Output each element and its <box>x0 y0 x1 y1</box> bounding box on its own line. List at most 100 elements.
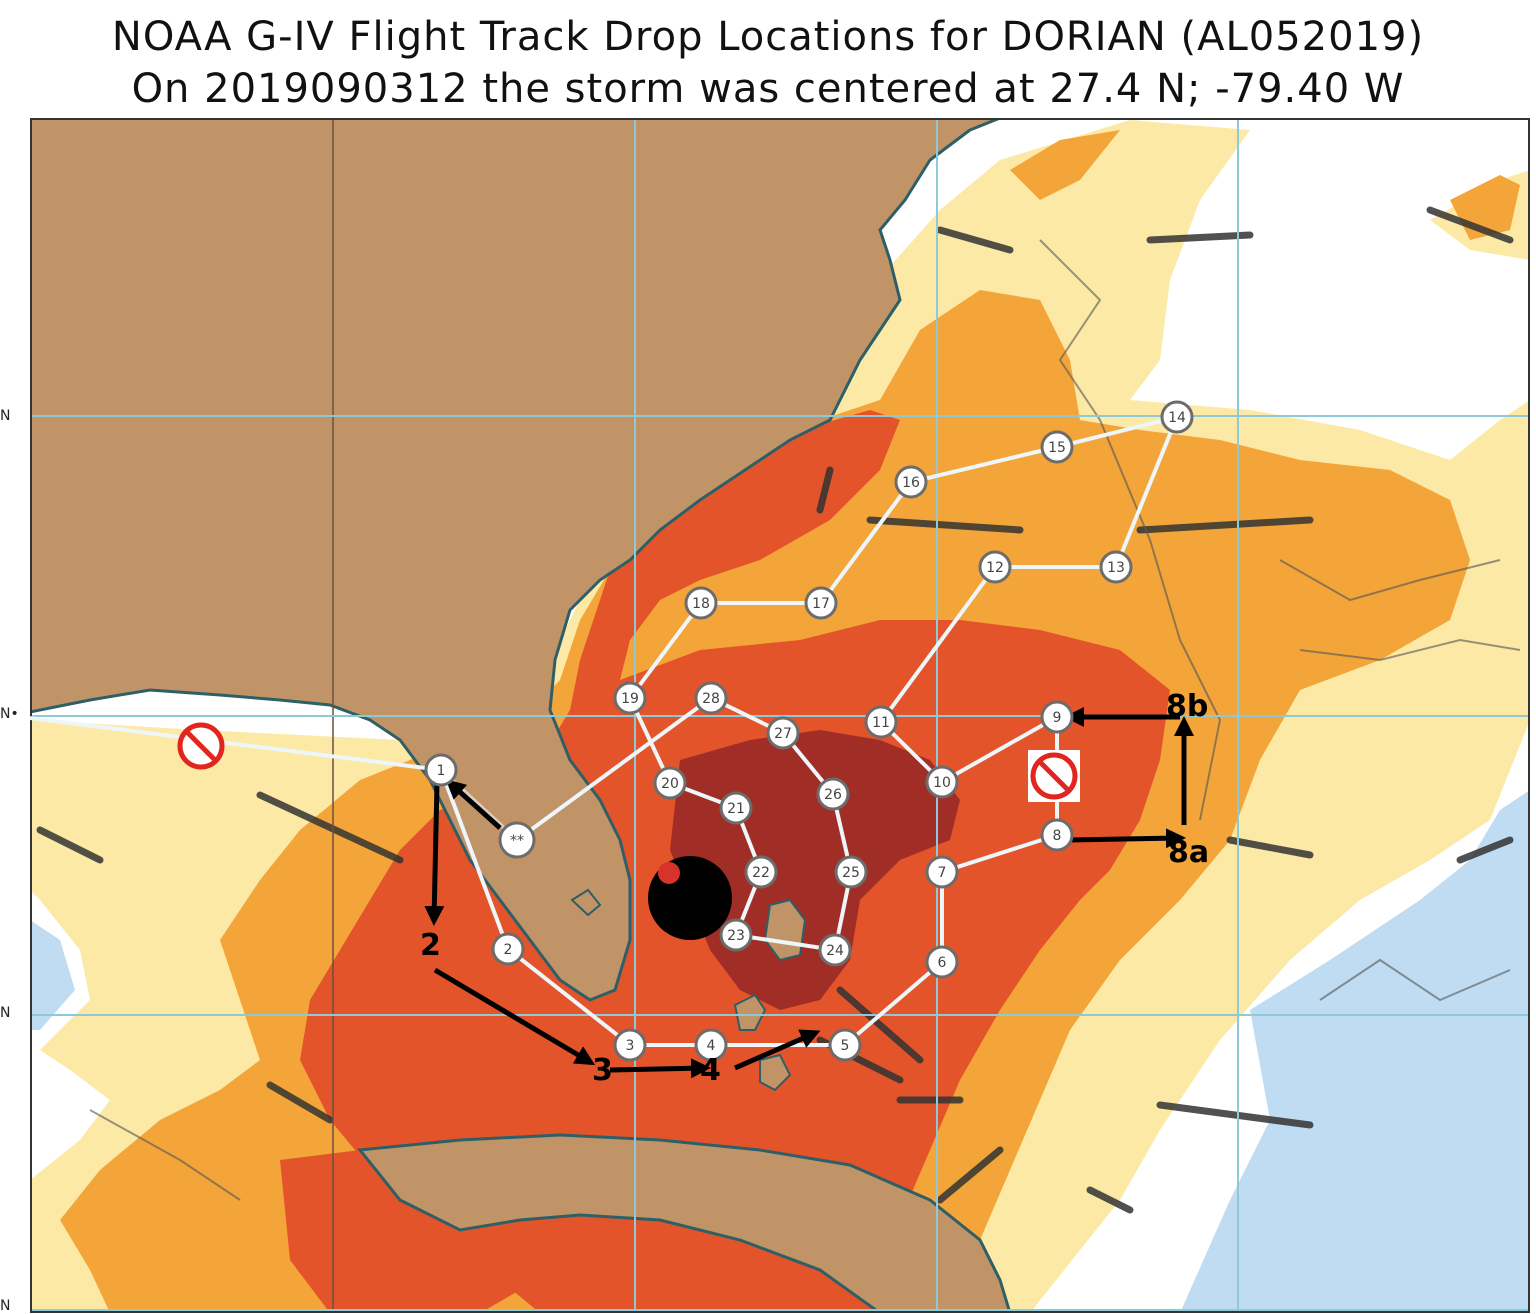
drop-marker: 4 <box>694 1028 728 1062</box>
drop-marker-circle <box>864 705 898 739</box>
drop-marker-label: 19 <box>621 691 639 707</box>
drop-marker-circle <box>424 753 458 787</box>
drop-marker: 8 <box>1040 818 1074 852</box>
lat-tick-label: N <box>0 1005 11 1021</box>
drop-marker-label: 4 <box>707 1038 716 1054</box>
drop-marker-label: 5 <box>841 1038 850 1054</box>
drop-marker-circle <box>1160 400 1194 434</box>
drop-marker-label: 8 <box>1053 828 1062 844</box>
wind-barbs <box>36 206 1514 1214</box>
drop-marker-label: 10 <box>933 775 951 791</box>
drop-marker-circle <box>744 855 778 889</box>
drop-marker: 2 <box>491 932 525 966</box>
drop-marker-circle <box>613 1028 647 1062</box>
drop-marker-label: 27 <box>774 726 792 742</box>
drop-marker: 23 <box>719 918 753 952</box>
drop-marker-label: 25 <box>842 865 860 881</box>
annotation-arrows <box>424 707 1194 1079</box>
drop-marker: ** <box>498 821 536 859</box>
drop-marker-circle <box>694 681 728 715</box>
drop-marker-circle <box>491 932 525 966</box>
drop-marker: 6 <box>925 945 959 979</box>
drop-marker: 5 <box>828 1028 862 1062</box>
map-title: NOAA G-IV Flight Track Drop Locations fo… <box>111 14 1425 60</box>
drop-marker-circle <box>1040 818 1074 852</box>
drop-marker-label: 2 <box>504 942 513 958</box>
shallow-water-gulf <box>30 920 75 1030</box>
lat-tick-label: N <box>0 408 11 424</box>
drop-marker-circle <box>766 716 800 750</box>
drop-marker-label: 20 <box>661 776 679 792</box>
lat-tick-label: N <box>0 1298 11 1314</box>
lat-tick-label: N• <box>0 706 19 722</box>
drop-marker-label: 24 <box>826 943 844 959</box>
annotation-labels: 2 3 4 8a 8b <box>420 689 1209 1088</box>
drop-marker: 14 <box>1160 400 1194 434</box>
drop-marker-circle <box>719 918 753 952</box>
drop-marker: 18 <box>684 586 718 620</box>
drop-marker-label: 15 <box>1048 440 1066 456</box>
drop-marker-label: 14 <box>1168 410 1186 426</box>
drop-marker-label: 22 <box>752 865 770 881</box>
drop-marker-circle <box>978 550 1012 584</box>
lat-lon-grid <box>30 118 1530 1313</box>
drop-marker: 16 <box>894 465 928 499</box>
drop-marker-circle <box>834 855 868 889</box>
land-bahamas-island <box>759 1053 792 1092</box>
annotation-label: 4 <box>700 1053 721 1088</box>
drop-marker-circle <box>894 465 928 499</box>
drop-marker-label: 12 <box>986 560 1004 576</box>
wind-shade-orange-ne <box>1010 130 1120 200</box>
annotation-label: 3 <box>592 1053 613 1088</box>
drop-marker-label: 16 <box>902 475 920 491</box>
drop-marker-label: 13 <box>1107 560 1125 576</box>
drop-marker: 1 <box>424 753 458 787</box>
drop-marker: 15 <box>1040 430 1074 464</box>
drop-marker: 11 <box>864 705 898 739</box>
drop-marker: 24 <box>818 933 852 967</box>
drop-marker-circle <box>925 945 959 979</box>
map-subtitle: On 2019090312 the storm was centered at … <box>131 66 1405 112</box>
drop-marker: 12 <box>978 550 1012 584</box>
land-florida-keys-island <box>570 888 602 917</box>
drop-marker: 7 <box>925 855 959 889</box>
shallow-water-east <box>1180 790 1530 1313</box>
prohibited-circle-icon <box>1028 750 1080 802</box>
drop-marker-circle <box>818 933 852 967</box>
drop-marker: 10 <box>925 765 959 799</box>
drop-marker: 19 <box>613 681 647 715</box>
drop-marker-circle <box>684 586 718 620</box>
drop-marker-label: 3 <box>626 1038 635 1054</box>
prohibited-circle-icon <box>177 722 225 770</box>
drop-marker-label: 1 <box>437 763 446 779</box>
drop-marker-circle <box>719 791 753 825</box>
drop-marker-circle <box>828 1028 862 1062</box>
drop-marker: 28 <box>694 681 728 715</box>
drop-marker: 21 <box>719 791 753 825</box>
drop-marker-label: 23 <box>727 928 745 944</box>
drop-marker-label: 26 <box>824 787 842 803</box>
drop-marker-circle <box>653 766 687 800</box>
land-north-america <box>30 118 1001 1002</box>
drop-marker-circle <box>804 586 838 620</box>
drop-marker-label: 18 <box>692 596 710 612</box>
drop-marker-label: ** <box>510 833 524 849</box>
drop-marker-circle <box>1040 430 1074 464</box>
drop-marker-circle <box>925 855 959 889</box>
drop-marker: 13 <box>1099 550 1133 584</box>
drop-marker-label: 6 <box>938 955 947 971</box>
drop-marker-label: 17 <box>812 596 830 612</box>
drop-marker: 9 <box>1040 700 1074 734</box>
drop-marker-circle <box>694 1028 728 1062</box>
contour-lines <box>89 239 1521 1201</box>
storm-center-dot <box>658 862 680 884</box>
drop-marker-circle <box>816 777 850 811</box>
drop-marker: 26 <box>816 777 850 811</box>
drop-marker-label: 28 <box>702 691 720 707</box>
drop-marker-circle <box>1099 550 1133 584</box>
drop-marker: 22 <box>744 855 778 889</box>
drop-marker: 20 <box>653 766 687 800</box>
drop-marker-circle <box>925 765 959 799</box>
